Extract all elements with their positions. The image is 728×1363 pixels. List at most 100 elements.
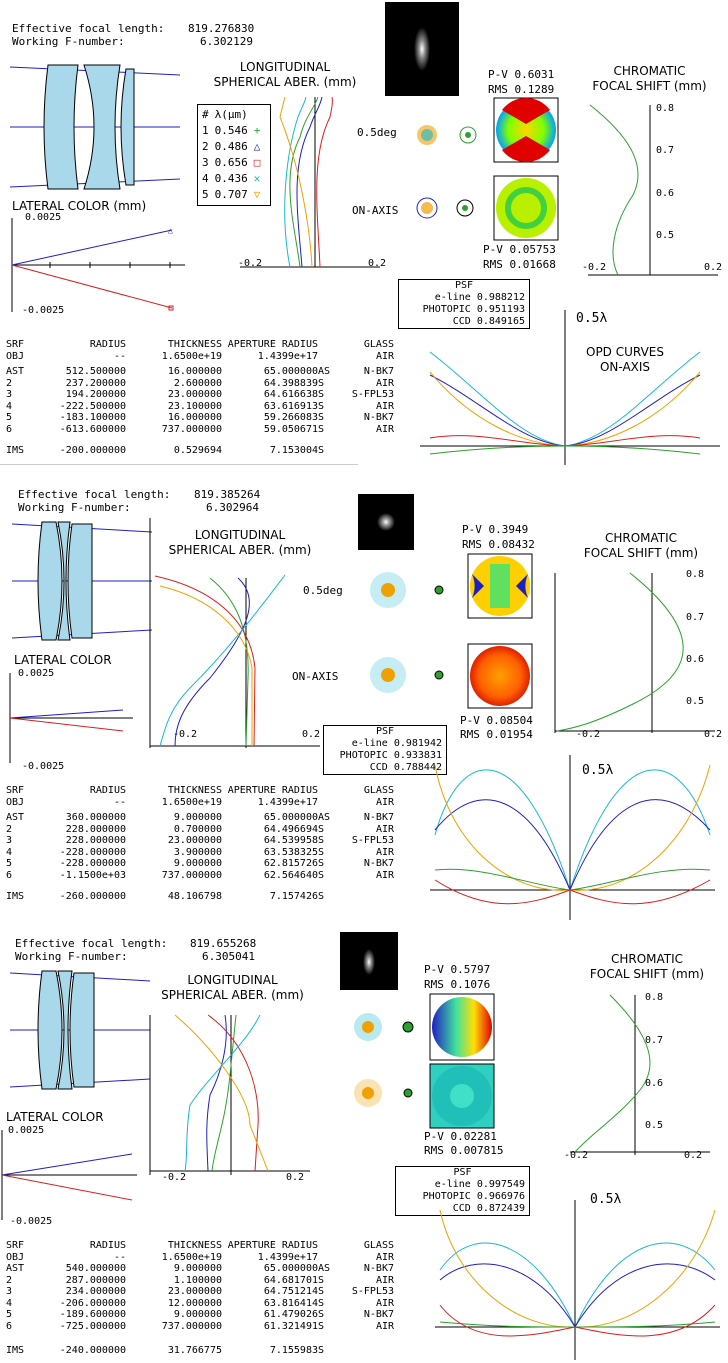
table-cell: 16.000000 [167, 366, 222, 377]
cfs-tick-07: 0.7 [686, 612, 705, 623]
table-cell: 9.000000 [173, 1263, 222, 1274]
table-cell: -1.1500e+03 [59, 869, 126, 881]
psf-header: PSF [453, 1167, 472, 1178]
table-cell: 23.000000 [167, 389, 222, 400]
legend-lam: 0.486 [214, 140, 248, 153]
table-cell: AIR [375, 377, 394, 389]
table-cell: N-BK7 [363, 858, 394, 869]
table-row: 3 228.000000 23.000000 64.539958 S S-FPL53 [6, 835, 394, 847]
efl-label: Effective focal length: [18, 488, 171, 501]
table-cell: 48.106798 [167, 891, 222, 902]
lsa-plot [149, 1014, 310, 1175]
psf-ccd-label: CCD [452, 316, 471, 327]
table-cell: 0.700000 [173, 823, 222, 835]
table-row: 3 194.200000 23.000000 64.616638 S S-FPL53 [6, 389, 394, 401]
table-cell: 3 [6, 835, 13, 846]
psf-eline-label: e-line [434, 292, 471, 303]
legend-marker-icon: □ [253, 156, 261, 169]
table-cell: 737.000000 [161, 869, 222, 881]
psf-photopic-value: 0.951193 [476, 304, 525, 315]
opd-plot [430, 755, 715, 920]
table-cell: AIR [375, 400, 394, 412]
table-cell: 737.000000 [161, 423, 222, 435]
legend-marker-icon: ▽ [253, 188, 261, 201]
rms-off-axis: RMS 0.1076 [424, 978, 491, 991]
cfs-tick-neg: -0.2 [576, 729, 601, 740]
lateral-color-plot [9, 673, 133, 763]
table-row: 2 228.000000 0.700000 64.496694 S AIR [6, 824, 394, 836]
table-cell: -- [113, 796, 126, 808]
table-cell: S [318, 858, 325, 869]
table-cell: S [318, 377, 325, 389]
table-cell: 2.600000 [173, 377, 222, 389]
table-cell: S [318, 423, 325, 435]
cfs-tick-pos: 0.2 [704, 729, 723, 740]
col-glass: GLASS [363, 1240, 394, 1251]
legend-num: 1 [202, 124, 209, 137]
table-cell: 5 [6, 858, 13, 869]
cfs-tick-06: 0.6 [645, 1078, 664, 1089]
col-radius: RADIUS [89, 339, 126, 350]
cfs-tick-pos: 0.2 [684, 1150, 703, 1161]
table-cell: 237.200000 [65, 377, 126, 389]
rms-off-axis: RMS 0.1289 [488, 83, 555, 96]
table-cell: 7.157426 [269, 891, 318, 902]
cfs-tick-neg: -0.2 [582, 262, 607, 273]
lens-layout [9, 970, 151, 1090]
table-cell: AST [6, 1263, 25, 1274]
table-row: AST 360.000000 9.000000 65.000000 AS N-BK7 [6, 812, 394, 824]
table-cell: S [318, 891, 325, 902]
table-cell: 234.000000 [65, 1286, 126, 1297]
table-cell: -228.000000 [59, 858, 126, 869]
psf-photopic-value: 0.966976 [476, 1191, 525, 1202]
cfs-title: CHROMATIC FOCAL SHIFT (mm) [592, 64, 707, 93]
table-cell: 23.100000 [167, 400, 222, 412]
table-cell: -- [113, 1251, 126, 1263]
table-cell: 64.751214 [263, 1286, 318, 1297]
table-row: 2 287.000000 1.100000 64.681701 S AIR [6, 1275, 394, 1287]
divider [0, 464, 358, 465]
table-cell: -189.600000 [59, 1309, 126, 1320]
table-row: 6 -613.600000 737.000000 59.050671 S AIR [6, 424, 394, 436]
wfn-value: 6.305041 [202, 950, 255, 963]
table-cell: 62.815726 [263, 858, 318, 869]
lateral-color-title: LATERAL COLOR [6, 1110, 104, 1124]
wfn-value: 6.302129 [200, 35, 253, 48]
col-srf: SRF [6, 1240, 25, 1251]
efl-value: 819.276830 [188, 22, 255, 35]
legend-lam: 0.707 [214, 188, 248, 201]
cfs-tick-06: 0.6 [656, 188, 675, 199]
table-cell: 64.539958 [263, 835, 318, 846]
table-cell: AIR [375, 423, 394, 435]
prescription-table: SRF RADIUS THICKNESS APERTURE RADIUS GLASS O… [6, 339, 394, 457]
table-cell: AS [318, 1263, 331, 1274]
table-cell: 1.6500e+19 [161, 796, 222, 808]
psf-eline-value: 0.997549 [476, 1179, 525, 1190]
table-cell: AIR [375, 1274, 394, 1286]
psf-ccd-value: 0.872439 [476, 1203, 525, 1214]
table-cell: 3.900000 [173, 846, 222, 858]
table-cell: 1.4399e+17 [257, 796, 318, 808]
cfs-tick-05: 0.5 [645, 1120, 664, 1131]
table-cell: 1.4399e+17 [257, 350, 318, 362]
table-cell: -206.000000 [59, 1297, 126, 1309]
lateral-color-title: LATERAL COLOR [14, 653, 112, 667]
table-cell: 0.529694 [173, 445, 222, 456]
table-row-ims: IMS -240.000000 31.766775 7.155983 S [6, 1345, 394, 1357]
field-label-on-axis: ON-AXIS [352, 204, 399, 217]
table-cell: -222.500000 [59, 400, 126, 412]
table-cell: N-BK7 [363, 812, 394, 823]
legend-marker-icon: ✕ [253, 172, 261, 185]
opd-wave-label: 0.5λ [590, 1192, 622, 1207]
cfs-title: CHROMATIC FOCAL SHIFT (mm) [589, 952, 705, 981]
psf-ccd-value: 0.788442 [393, 762, 442, 773]
opd-plot [435, 1200, 720, 1360]
table-cell: 64.496694 [263, 823, 318, 835]
opd-wave-label: 0.5λ [576, 311, 608, 326]
efl-value: 819.385264 [194, 488, 261, 501]
table-row: 6 -725.000000 737.000000 61.321491 S AIR [6, 1321, 394, 1333]
lat-bottom-tick: -0.0025 [10, 1216, 53, 1227]
table-cell: -613.600000 [59, 423, 126, 435]
table-cell: S [318, 1320, 325, 1332]
pv-off-axis: P-V 0.6031 [488, 68, 555, 81]
